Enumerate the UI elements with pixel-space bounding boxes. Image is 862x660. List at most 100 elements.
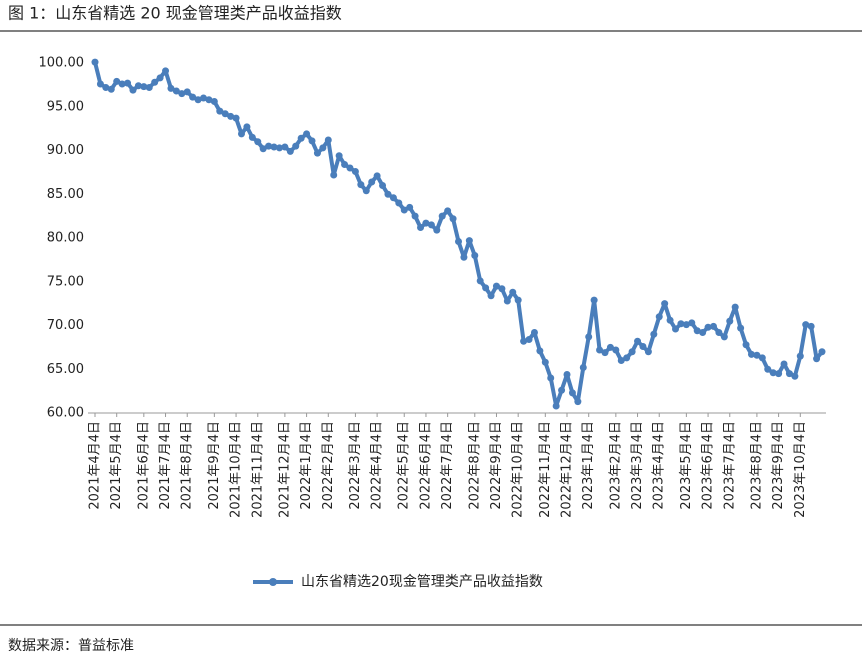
point (606, 343, 614, 351)
point (530, 329, 538, 336)
point (216, 107, 224, 115)
point (802, 321, 810, 329)
point (623, 354, 631, 362)
point (563, 371, 571, 378)
legend-label: 山东省精选20现金管理类产品收益指数 (301, 574, 543, 590)
point (726, 317, 734, 325)
point (210, 98, 218, 105)
x-tick-label: 2022年1月4日 (299, 421, 314, 510)
point (400, 206, 408, 214)
point (368, 178, 376, 186)
point (682, 321, 690, 329)
point (102, 84, 110, 91)
point (715, 329, 723, 336)
x-tick-label: 2021年10月4日 (229, 421, 244, 518)
point (585, 333, 593, 341)
point (140, 83, 148, 91)
point (303, 130, 311, 138)
point (395, 199, 403, 207)
point (183, 88, 191, 96)
point (124, 79, 132, 87)
point (237, 130, 245, 138)
point (292, 142, 300, 150)
point (655, 313, 663, 321)
point (465, 237, 473, 245)
point (492, 282, 500, 290)
point (308, 137, 316, 145)
point (558, 386, 566, 394)
point (742, 341, 750, 349)
point (780, 360, 788, 368)
x-tick-label: 2021年7月4日 (158, 421, 173, 510)
point (612, 346, 620, 354)
point (677, 320, 685, 328)
point (769, 369, 777, 377)
y-tick-label: 80.00 (47, 231, 84, 246)
y-tick-label: 95.00 (47, 99, 84, 114)
y-tick-label: 85.00 (47, 187, 84, 202)
point (525, 336, 533, 343)
x-tick-label: 2022年8月4日 (467, 421, 482, 510)
point (389, 194, 397, 202)
point (807, 322, 815, 330)
point (693, 327, 701, 335)
point (785, 370, 793, 378)
point (634, 337, 642, 345)
point (503, 297, 511, 305)
x-tick-label: 2023年1月4日 (581, 421, 596, 510)
point (471, 252, 479, 259)
series-line (93, 61, 824, 408)
point (362, 187, 370, 195)
x-tick-label: 2022年5月4日 (397, 421, 412, 510)
point (91, 58, 99, 66)
chart-title: 图 1：山东省精选 20 现金管理类产品收益指数 (8, 4, 342, 23)
point (813, 355, 821, 363)
x-tick-label: 2023年8月4日 (749, 421, 764, 510)
y-tick-label: 60.00 (47, 406, 84, 421)
point (145, 84, 153, 91)
point (737, 324, 745, 332)
y-tick-label: 65.00 (47, 362, 84, 377)
point (151, 78, 159, 86)
point (341, 161, 349, 168)
point (232, 114, 240, 122)
point (346, 164, 354, 172)
source: 数据来源：普益标准 (8, 638, 134, 654)
x-tick-label: 2022年9月4日 (489, 421, 504, 510)
point (568, 389, 576, 397)
y-tick-label: 75.00 (47, 274, 84, 289)
point (796, 352, 804, 360)
point (96, 80, 104, 88)
point (482, 284, 490, 292)
point (221, 110, 229, 118)
point (178, 90, 186, 98)
point (113, 77, 121, 85)
point (286, 147, 294, 155)
point (281, 143, 289, 151)
point (617, 357, 625, 364)
point (709, 322, 717, 330)
point (818, 348, 826, 356)
point (444, 207, 452, 215)
point (129, 86, 137, 94)
point (791, 372, 799, 380)
point (259, 145, 267, 153)
point (357, 181, 365, 189)
point (579, 364, 587, 371)
point (172, 87, 180, 95)
point (552, 402, 560, 410)
point (189, 93, 197, 101)
x-tick-label: 2021年6月4日 (136, 421, 151, 510)
point (455, 238, 462, 245)
x-tick-label: 2023年5月4日 (679, 421, 694, 510)
point (536, 347, 544, 355)
point (254, 138, 262, 146)
x-tick-label: 2023年7月4日 (722, 421, 737, 510)
point (487, 292, 495, 300)
point (731, 303, 739, 311)
point (574, 398, 582, 406)
point (162, 67, 170, 75)
x-tick-label: 2022年4月4日 (370, 421, 385, 510)
x-tick-label: 2023年4月4日 (652, 421, 667, 510)
